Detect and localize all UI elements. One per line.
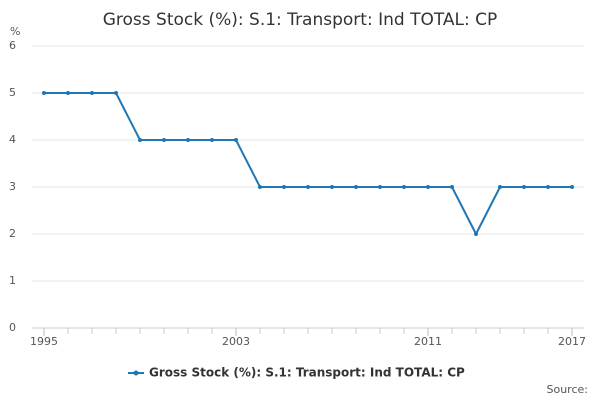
point xyxy=(66,91,70,95)
y-tick-label: 3 xyxy=(9,180,16,193)
x-tick-label: 2011 xyxy=(414,335,442,348)
point xyxy=(162,138,166,142)
point xyxy=(186,138,190,142)
y-tick-label: 4 xyxy=(9,133,16,146)
y-tick-label: 5 xyxy=(9,86,16,99)
point xyxy=(378,185,382,189)
y-tick-label: 0 xyxy=(9,321,16,334)
point xyxy=(330,185,334,189)
point xyxy=(90,91,94,95)
point xyxy=(282,185,286,189)
point xyxy=(42,91,46,95)
y-tick-label: 1 xyxy=(9,274,16,287)
point xyxy=(402,185,406,189)
x-tick-label: 2017 xyxy=(558,335,586,348)
point xyxy=(498,185,502,189)
point xyxy=(546,185,550,189)
point xyxy=(570,185,574,189)
chart-title: Gross Stock (%): S.1: Transport: Ind TOT… xyxy=(103,10,498,30)
source: Source: xyxy=(547,383,589,396)
point xyxy=(258,185,262,189)
point xyxy=(522,185,526,189)
legend-marker xyxy=(133,370,139,376)
point xyxy=(306,185,310,189)
point xyxy=(234,138,238,142)
point xyxy=(474,232,478,236)
y-axis-label: % xyxy=(10,25,20,38)
point xyxy=(138,138,142,142)
point xyxy=(426,185,430,189)
y-tick-label: 6 xyxy=(9,39,16,52)
line xyxy=(44,92,572,237)
y-tick-label: 2 xyxy=(9,227,16,240)
point xyxy=(114,91,118,95)
point xyxy=(450,185,454,189)
point xyxy=(210,138,214,142)
x-tick-label: 1995 xyxy=(30,335,58,348)
x-tick-label: 2003 xyxy=(222,335,250,348)
legend-label: Gross Stock (%): S.1: Transport: Ind TOT… xyxy=(149,366,465,380)
point xyxy=(354,185,358,189)
